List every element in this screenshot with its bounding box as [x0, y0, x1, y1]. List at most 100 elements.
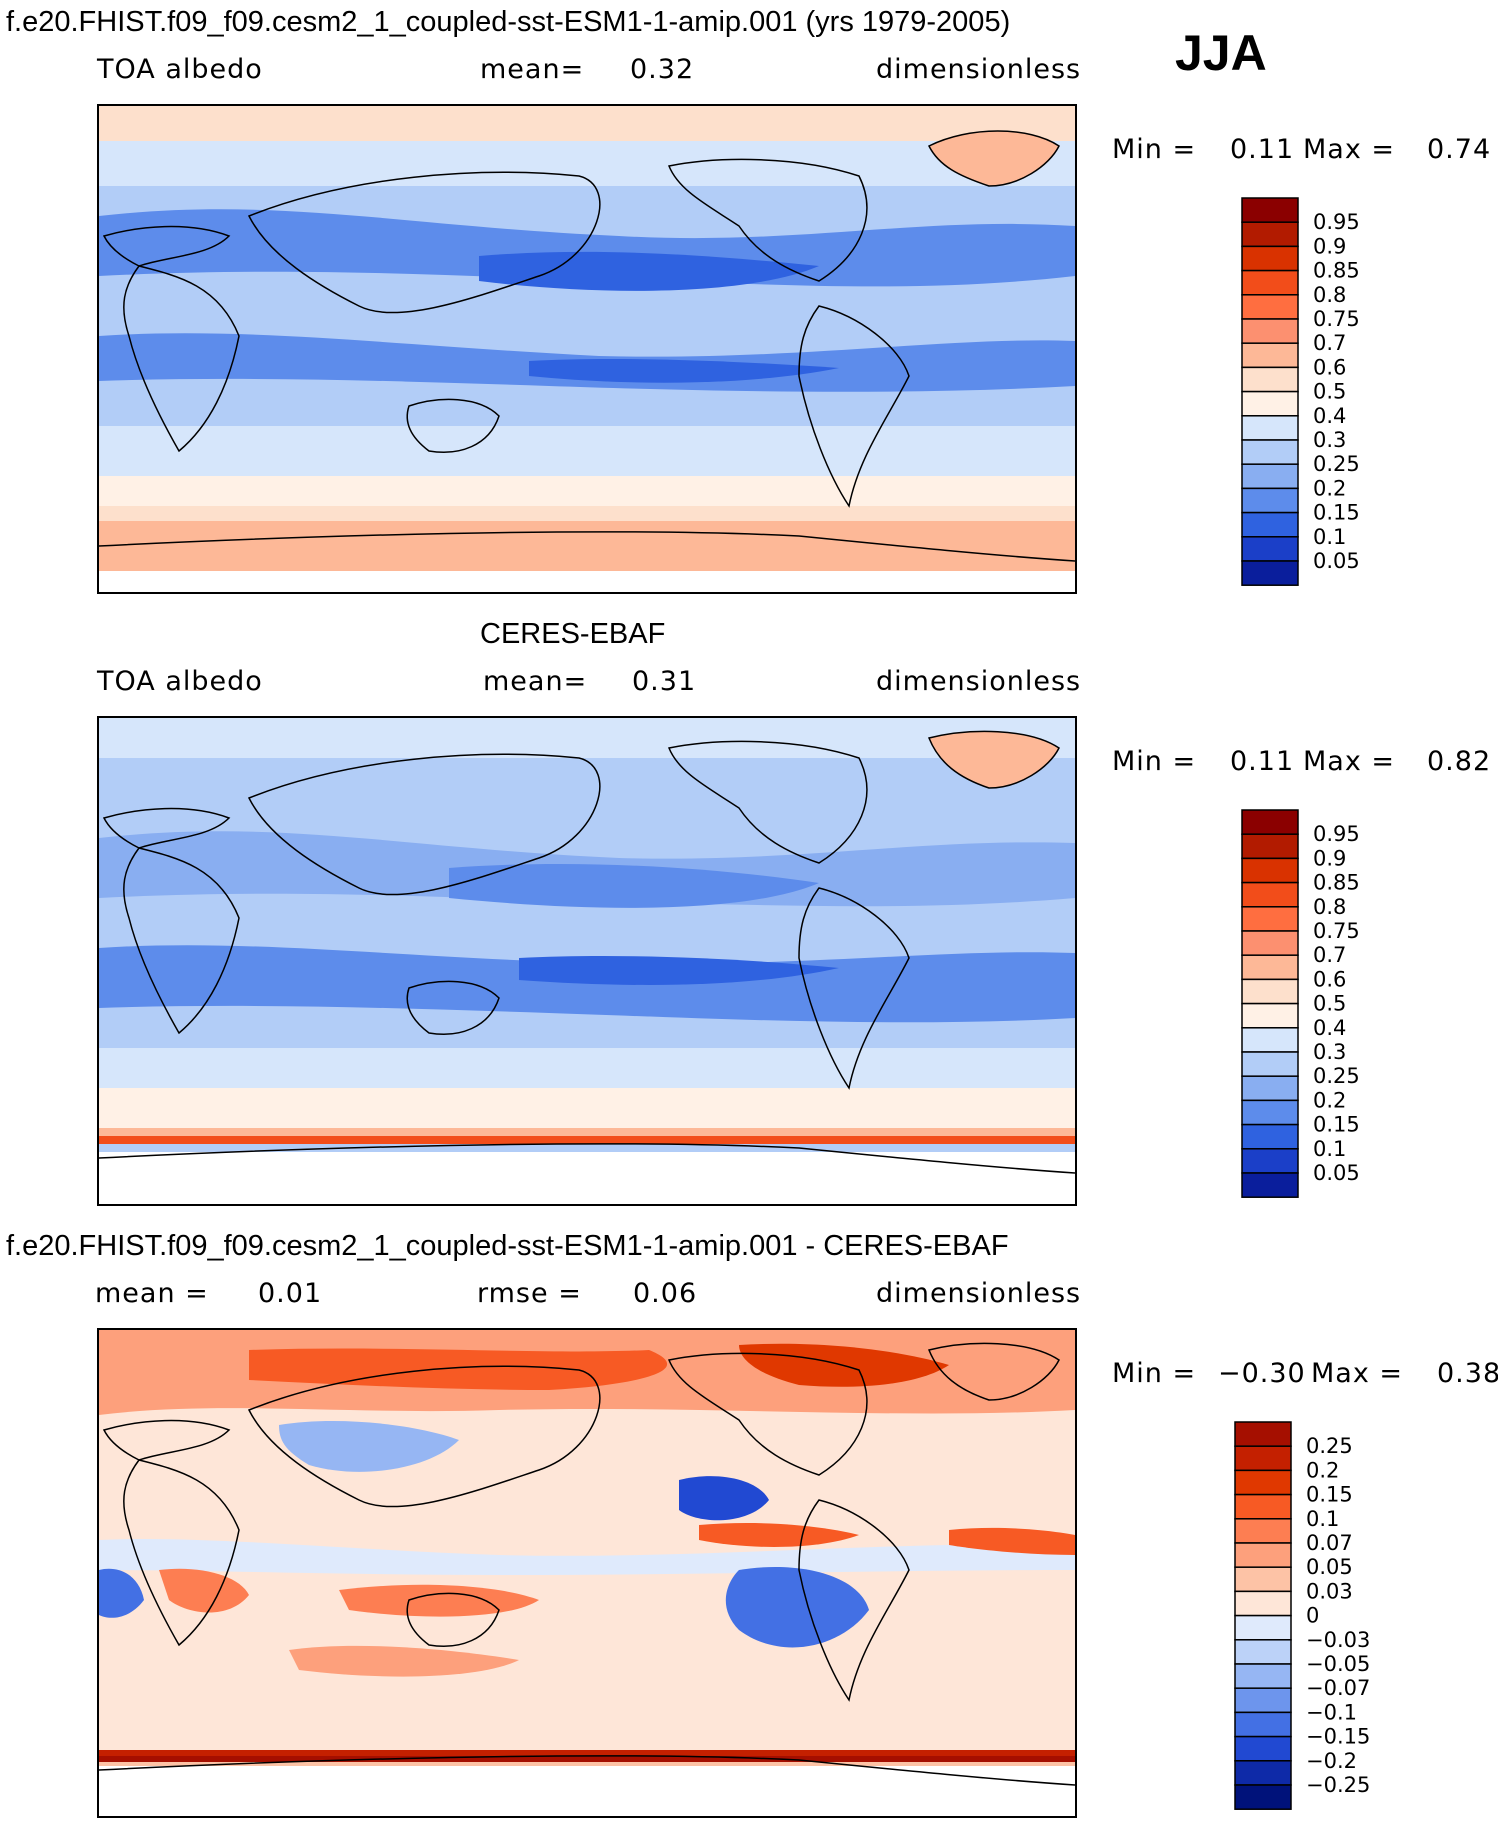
colorbar-swatch — [1241, 1148, 1299, 1174]
colorbar-tick-label: 0.95 — [1313, 822, 1360, 846]
colorbar-swatch — [1234, 1590, 1292, 1617]
map-obs — [97, 716, 1077, 1206]
mean-value-diff: 0.01 — [258, 1278, 323, 1309]
colorbar-tick-label: 0.7 — [1313, 943, 1346, 967]
colorbar-swatch — [1241, 366, 1299, 393]
colorbar-swatch — [1241, 342, 1299, 369]
colorbar-tick-label: 0.05 — [1306, 1555, 1353, 1579]
colorbar-swatch — [1241, 269, 1299, 296]
map-diff-field — [99, 1330, 1075, 1816]
colorbar-swatch — [1234, 1784, 1292, 1810]
mean-label-model: mean= — [480, 54, 585, 85]
colorbar-swatch — [1241, 1172, 1299, 1198]
colorbar-diff: 0.25 0.2 0.15 0.1 0.07 0.05 0.03 0 −0.03 −0.05 −0.… — [1234, 1421, 1380, 1817]
colorbar-tick-label: 0.25 — [1313, 452, 1360, 476]
field-name-model: TOA albedo — [97, 54, 263, 85]
units-obs: dimensionless — [876, 666, 1082, 697]
colorbar-swatch — [1241, 1002, 1299, 1029]
units-diff: dimensionless — [876, 1278, 1082, 1309]
max-label-diff: Max = — [1311, 1358, 1404, 1389]
colorbar-swatch — [1241, 318, 1299, 344]
colorbar-swatch — [1241, 1051, 1299, 1077]
colorbar-tick-label: 0.15 — [1313, 501, 1360, 525]
colorbar-swatch — [1241, 245, 1299, 272]
colorbar-tick-label: 0.03 — [1306, 1579, 1353, 1603]
colorbar-tick-label: 0.07 — [1306, 1531, 1353, 1555]
min-label-obs: Min = — [1112, 746, 1197, 777]
colorbar-swatch — [1234, 1566, 1292, 1593]
colorbar-tick-label: −0.2 — [1306, 1749, 1357, 1773]
colorbar-swatch — [1234, 1421, 1292, 1447]
colorbar-tick-label: 0.1 — [1306, 1507, 1339, 1531]
mean-value-obs: 0.31 — [632, 666, 697, 697]
colorbar-swatch — [1241, 1027, 1299, 1053]
colorbar-swatch — [1241, 978, 1299, 1005]
colorbar-tick-label: 0.15 — [1313, 1113, 1360, 1137]
colorbar-tick-label: 0.25 — [1306, 1434, 1353, 1458]
colorbar-tick-label: 0.2 — [1306, 1458, 1339, 1482]
min-value-obs: 0.11 — [1230, 746, 1295, 777]
colorbar-svg: 0.950.90.850.80.750.70.60.50.40.30.250.2… — [1241, 809, 1360, 1198]
colorbar-swatch — [1234, 1542, 1292, 1568]
map-model-field — [99, 106, 1075, 592]
colorbar-tick-label: 0 — [1306, 1604, 1319, 1628]
colorbar-swatch — [1241, 511, 1299, 538]
colorbar-model: 0.95 0.9 0.85 0.8 0.75 0.7 0.6 0.5 0.4 0.3 0.25 0.2… — [1241, 197, 1387, 593]
colorbar-swatch — [1241, 906, 1299, 932]
colorbar-tick-label: 0.9 — [1313, 234, 1346, 258]
colorbar-tick-label: 0.25 — [1313, 1064, 1360, 1088]
colorbar-swatch — [1234, 1518, 1292, 1544]
colorbar-tick-label: 0.4 — [1313, 404, 1346, 428]
colorbar-tick-label: 0.5 — [1313, 380, 1346, 404]
colorbar-swatch — [1241, 809, 1299, 835]
colorbar-swatch — [1241, 833, 1299, 860]
units-model: dimensionless — [876, 54, 1082, 85]
colorbar-swatch — [1241, 536, 1299, 562]
colorbar-tick-label: −0.03 — [1306, 1628, 1370, 1652]
colorbar-tick-label: 0.7 — [1313, 331, 1346, 355]
colorbar-swatch — [1234, 1711, 1292, 1738]
colorbar-swatch — [1234, 1687, 1292, 1714]
colorbar-tick-label: 0.3 — [1313, 1040, 1346, 1064]
colorbar-tick-label: 0.05 — [1313, 549, 1360, 573]
colorbar-tick-label: 0.1 — [1313, 1137, 1346, 1161]
colorbar-swatch — [1241, 954, 1299, 981]
colorbar-swatch — [1234, 1639, 1292, 1665]
mean-value-model: 0.32 — [630, 54, 695, 85]
colorbar-tick-label: −0.15 — [1306, 1725, 1370, 1749]
max-label-obs: Max = — [1303, 746, 1396, 777]
season-label: JJA — [1175, 25, 1267, 81]
colorbar-swatch — [1241, 1075, 1299, 1102]
max-label-model: Max = — [1303, 134, 1396, 165]
colorbar-tick-label: 0.2 — [1313, 1088, 1346, 1112]
colorbar-swatch — [1241, 197, 1299, 223]
colorbar-swatch — [1241, 294, 1299, 320]
max-value-diff: 0.38 — [1437, 1358, 1498, 1389]
colorbar-tick-label: 0.75 — [1313, 307, 1360, 331]
colorbar-svg: 0.950.90.850.80.750.70.60.50.40.30.250.2… — [1241, 197, 1360, 586]
colorbar-tick-label: 0.15 — [1306, 1483, 1353, 1507]
colorbar-swatch — [1234, 1760, 1292, 1786]
colorbar-tick-label: −0.25 — [1306, 1773, 1370, 1797]
colorbar-swatch — [1241, 463, 1299, 490]
colorbar-swatch — [1241, 930, 1299, 956]
colorbar-swatch — [1241, 487, 1299, 514]
colorbar-swatch — [1234, 1663, 1292, 1689]
min-value-model: 0.11 — [1230, 134, 1295, 165]
map-diff — [97, 1328, 1077, 1818]
max-value-model: 0.74 — [1427, 134, 1492, 165]
mean-label-diff: mean = — [95, 1278, 209, 1309]
colorbar-tick-label: 0.1 — [1313, 525, 1346, 549]
colorbar-swatch — [1241, 439, 1299, 465]
colorbar-swatch — [1241, 221, 1299, 248]
colorbar-tick-label: 0.85 — [1313, 259, 1360, 283]
colorbar-tick-label: 0.6 — [1313, 967, 1346, 991]
colorbar-tick-label: −0.1 — [1306, 1700, 1357, 1724]
colorbar-tick-label: 0.85 — [1313, 871, 1360, 895]
colorbar-tick-label: −0.05 — [1306, 1652, 1370, 1676]
panel-title-obs: CERES-EBAF — [480, 618, 666, 650]
mean-label-obs: mean= — [483, 666, 588, 697]
colorbar-swatch — [1241, 390, 1299, 417]
min-label-model: Min = — [1112, 134, 1197, 165]
panel-title-model: f.e20.FHIST.f09_f09.cesm2_1_coupled-sst-… — [6, 6, 1011, 38]
